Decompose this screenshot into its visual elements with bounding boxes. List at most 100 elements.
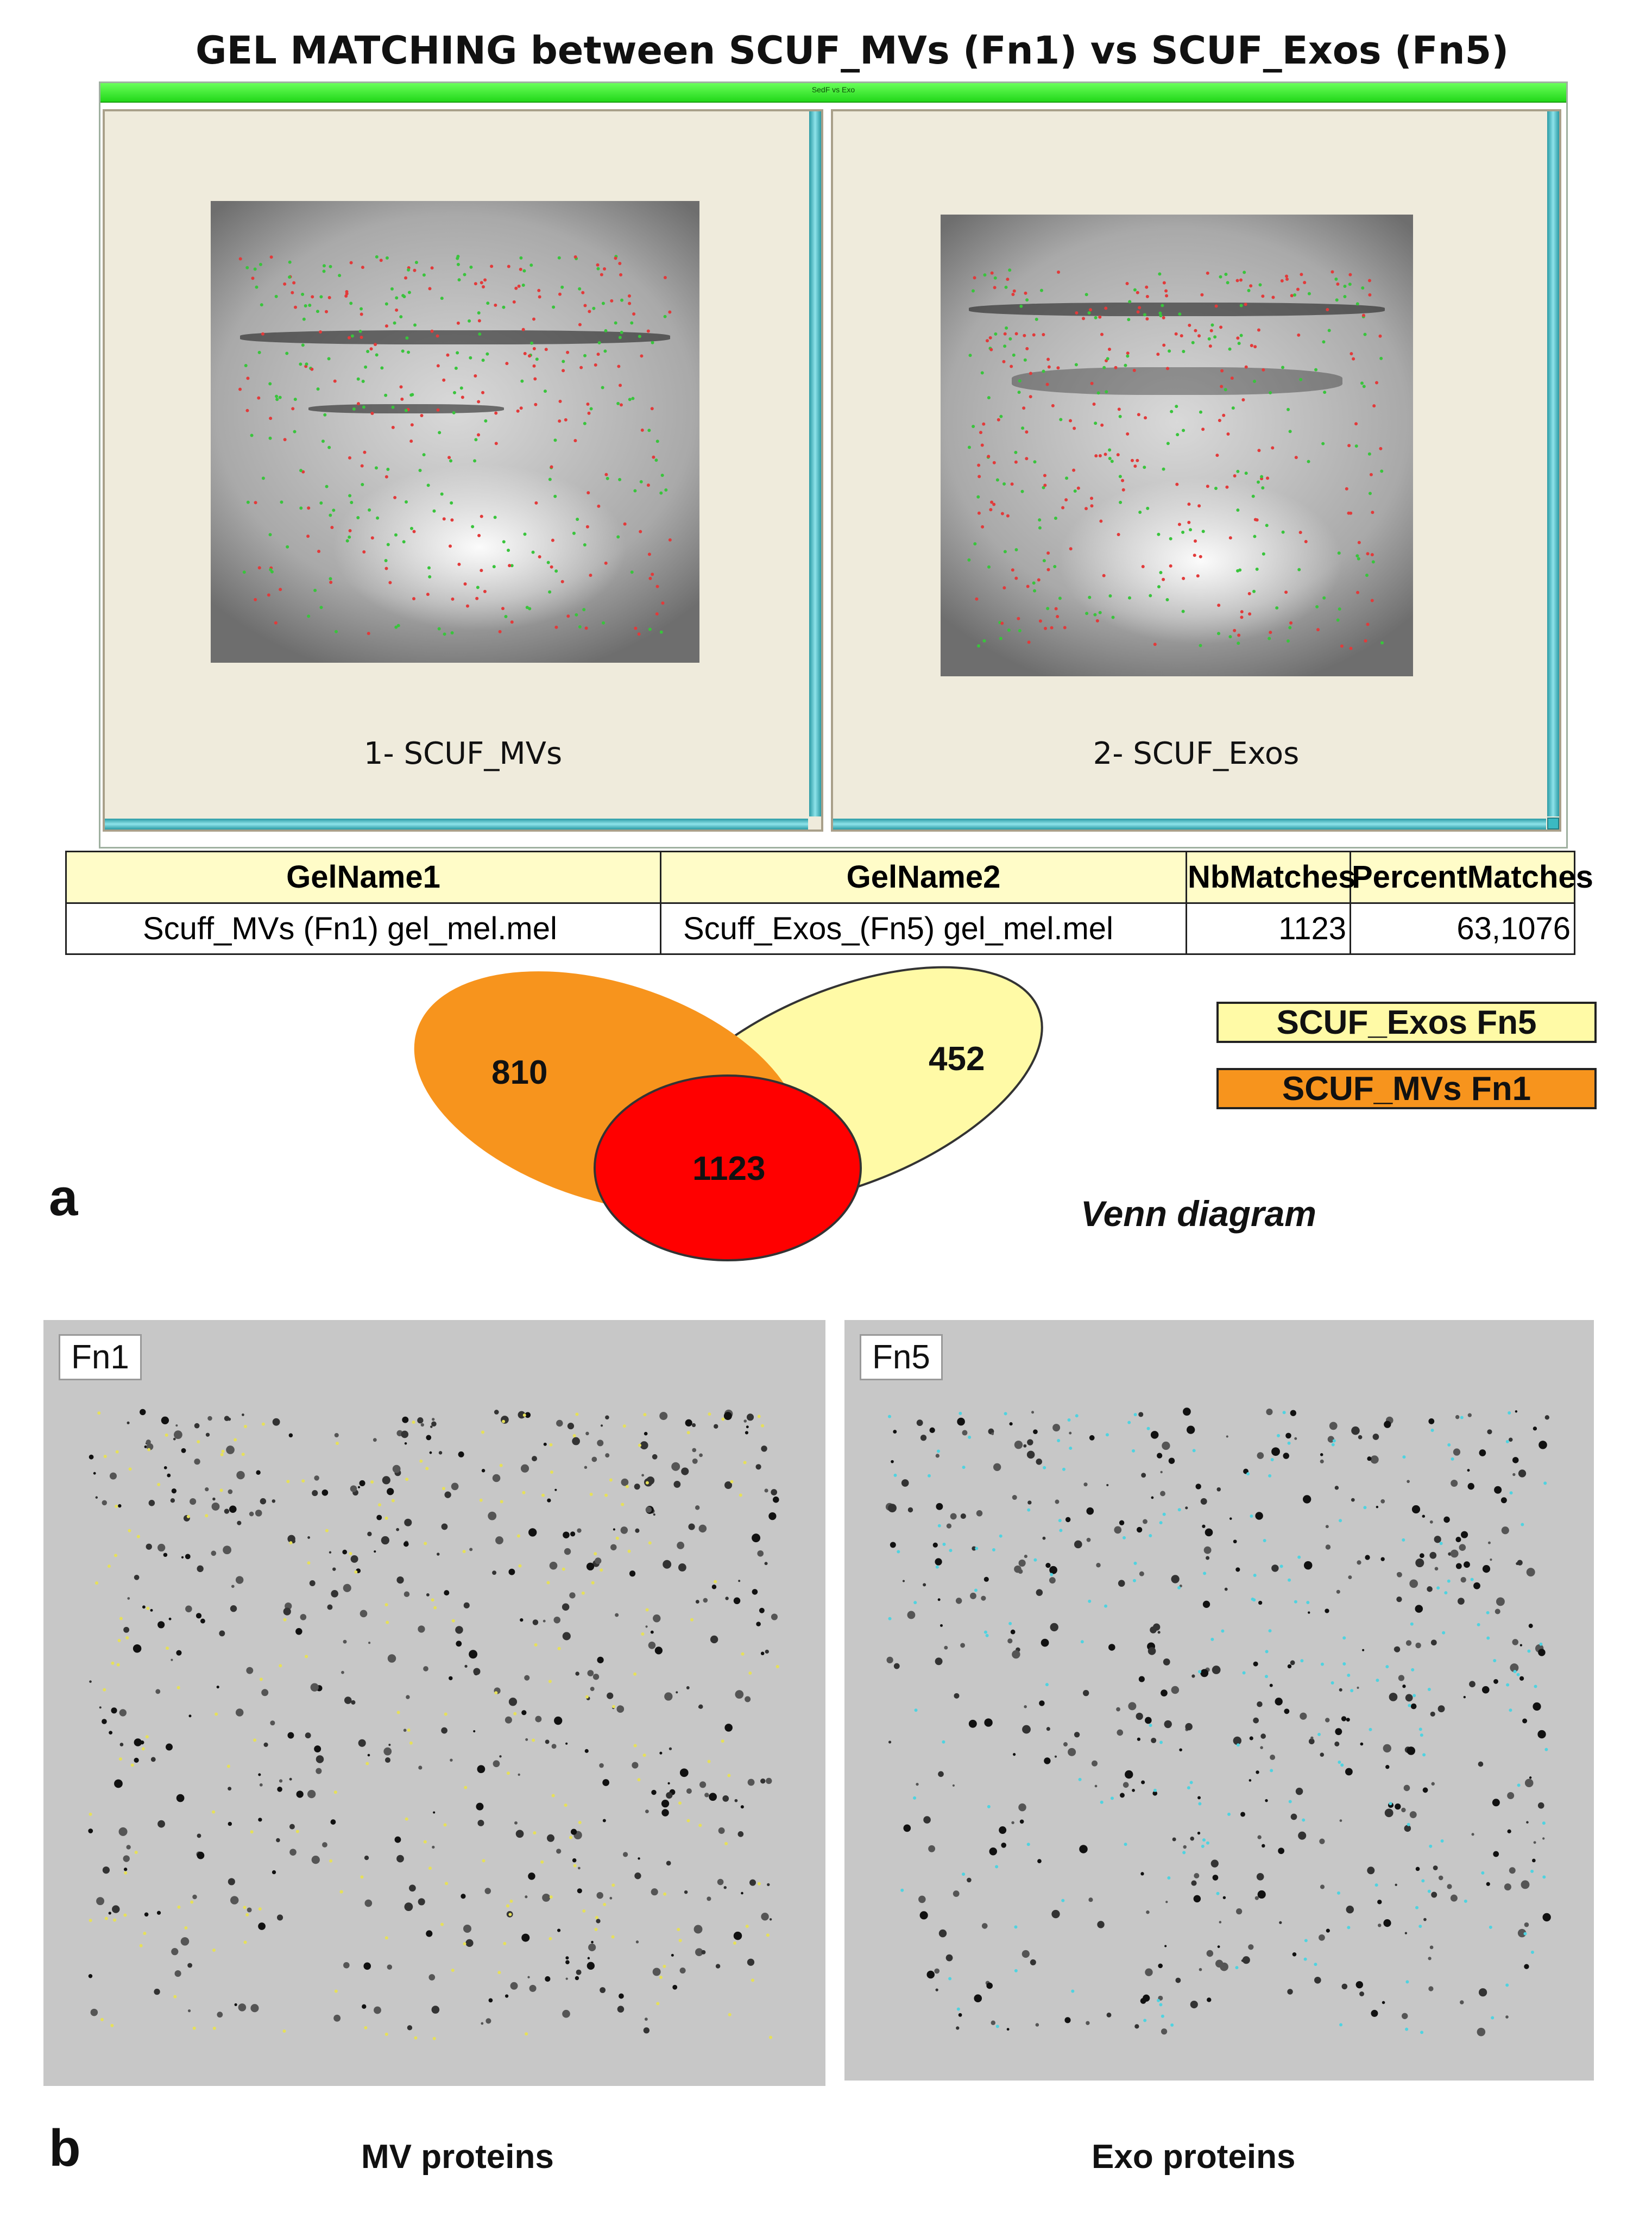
gel-spot — [554, 1488, 557, 1491]
gel-spot — [1158, 272, 1162, 276]
gel-spot — [1258, 1600, 1263, 1605]
gel-spot — [1128, 1702, 1137, 1711]
venn-count-exos: 452 — [929, 1040, 985, 1078]
gel-spot — [325, 485, 329, 488]
gel-spot — [1224, 388, 1227, 392]
gel-spot — [316, 310, 319, 313]
gel-spot — [948, 1977, 952, 1981]
gel-spot — [1017, 391, 1021, 394]
gel-spot — [456, 1641, 462, 1647]
gel-spot — [579, 366, 583, 369]
gel-spot — [345, 539, 349, 543]
gel-spot — [564, 1548, 571, 1555]
gel-spot — [319, 606, 323, 609]
gel-spot — [1526, 1568, 1535, 1577]
gel-pane-2[interactable]: 2- SCUF_Exos — [831, 109, 1561, 832]
gel-spot — [1524, 1922, 1529, 1927]
header-nbmatches: NbMatches — [1186, 851, 1355, 904]
gel-spot — [276, 1838, 280, 1843]
gel-spot — [1100, 332, 1104, 336]
gel-spot — [261, 332, 264, 336]
gel-spot — [760, 1651, 765, 1656]
gel-spot — [573, 439, 577, 443]
gel-spot — [1009, 1422, 1013, 1426]
gel-spot — [581, 291, 585, 294]
gel-spot — [1072, 468, 1076, 472]
gel-spot — [1039, 1700, 1045, 1706]
gel-pane-1[interactable]: 1- SCUF_MVs — [103, 109, 823, 832]
gel-spot — [1376, 1679, 1379, 1682]
gel-spot — [1049, 1566, 1057, 1574]
gel-spot — [1193, 554, 1196, 557]
gel-spot — [272, 1870, 276, 1875]
gel-spot — [1369, 1727, 1372, 1731]
gel-spot — [556, 1419, 563, 1427]
pane-1-vertical-scrollbar[interactable] — [809, 111, 821, 816]
gel-spot — [1345, 487, 1348, 491]
gel-spot — [527, 1976, 530, 1978]
gel-spot — [554, 1716, 563, 1725]
gel-spot — [177, 1905, 181, 1909]
gel-spot — [1130, 458, 1134, 462]
gel-spot — [886, 1656, 893, 1664]
gel-spot — [1244, 365, 1248, 369]
gel-spot — [588, 310, 591, 313]
gel-spot — [1384, 1808, 1394, 1818]
pane-2-horizontal-scrollbar[interactable] — [833, 819, 1546, 829]
gel-spot — [651, 1888, 658, 1896]
window-titlebar[interactable]: SedF vs Exo — [100, 83, 1566, 103]
gel-spot — [1505, 1440, 1509, 1443]
gel-spot — [1043, 474, 1046, 477]
gel-spot — [481, 1430, 485, 1434]
gel-spot — [1512, 1639, 1519, 1645]
gel-spot — [441, 1727, 447, 1734]
gel-spot — [229, 1505, 237, 1513]
gel-spot — [171, 1488, 177, 1494]
gel-spot — [1302, 1818, 1306, 1822]
gel-spot — [1162, 316, 1165, 320]
gel-spot — [450, 631, 454, 635]
pane-1-horizontal-scrollbar[interactable] — [105, 819, 808, 829]
gel-spot — [1477, 2027, 1486, 2037]
gel-spot — [1238, 568, 1242, 572]
spot-markers-fn1 — [88, 1409, 779, 2040]
gel-spot — [650, 407, 654, 411]
gel-spot — [1176, 433, 1180, 437]
gel-spot — [407, 350, 411, 354]
gel-spot — [565, 1956, 569, 1960]
gel-spot — [1164, 1945, 1167, 1947]
gel-spot — [96, 1897, 105, 1906]
gel-spot — [1287, 1989, 1293, 1995]
gel-spot — [185, 1605, 192, 1613]
table-row[interactable]: Scuff_MVs (Fn1) gel_mel.mel Scuff_Exos_(… — [65, 902, 1575, 955]
gel-spot — [221, 1449, 225, 1453]
gel-spot — [115, 1450, 119, 1454]
gel-spot — [740, 1805, 744, 1809]
gel-spot — [1012, 289, 1016, 293]
gel-spot — [1098, 454, 1102, 458]
gel-spot — [521, 1710, 527, 1715]
gel-spot — [1197, 504, 1201, 508]
gel-spot — [307, 1789, 316, 1799]
gel-spot — [533, 1831, 537, 1835]
gel-spot — [404, 276, 408, 280]
gel-spot — [1057, 271, 1061, 274]
gel-spot — [1082, 317, 1086, 320]
gel-spot — [1076, 486, 1080, 490]
gel-spot — [1181, 530, 1185, 534]
gel-spot — [1394, 1646, 1401, 1652]
gel-spot — [1260, 1733, 1266, 1739]
gel-spot — [1307, 460, 1310, 463]
gel-spot — [492, 1570, 497, 1575]
gel-spot — [1270, 1457, 1274, 1461]
pane-2-vertical-scrollbar[interactable] — [1547, 111, 1559, 816]
gel-spot — [350, 334, 354, 338]
gel-spot — [123, 1855, 130, 1862]
gel-spot — [1199, 1968, 1202, 1971]
gel-spot — [1206, 1556, 1210, 1560]
gel-spot — [1444, 1591, 1448, 1595]
gel-spot — [980, 371, 984, 375]
gel-spot — [497, 1971, 501, 1975]
gel-spot — [411, 393, 414, 397]
gel-spot — [488, 1511, 497, 1520]
